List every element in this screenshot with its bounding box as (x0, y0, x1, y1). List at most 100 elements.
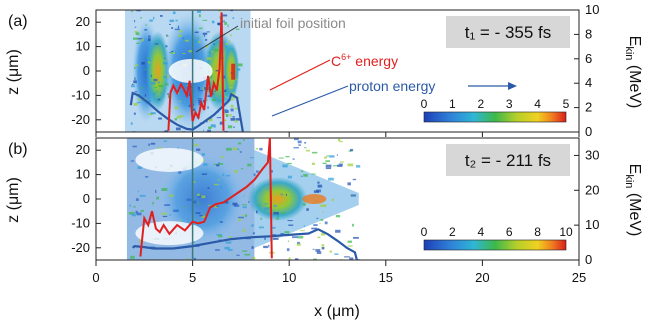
plasma-speck (157, 147, 163, 149)
carbon-annotation-line (269, 59, 331, 91)
plasma-speck (298, 144, 301, 146)
plasma-speck (145, 176, 149, 178)
plasma-speck (225, 88, 228, 91)
plasma-speck (188, 50, 193, 53)
plasma-speck (240, 168, 244, 170)
plasma-speck (176, 115, 181, 119)
plasma-speck (270, 170, 273, 173)
plasma-speck (252, 256, 256, 260)
plasma-speck (186, 198, 192, 201)
plasma-speck (242, 229, 246, 232)
plasma-speck (151, 81, 156, 85)
x-tick-label: 25 (572, 270, 586, 285)
panel-b-proton-energy-curve (131, 228, 358, 260)
plasma-speck (144, 68, 146, 71)
plasma-speck (207, 204, 211, 206)
plasma-speck (253, 173, 256, 177)
plasma-speck (228, 236, 232, 238)
plasma-speck (164, 130, 169, 132)
plasma-speck (140, 87, 144, 89)
z-tick-label: -10 (71, 87, 90, 102)
plasma-speck (203, 34, 206, 37)
plasma-speck (147, 61, 151, 64)
plasma-speck (288, 257, 291, 260)
plasma-speck (234, 107, 239, 110)
panel-b-heatmap (126, 138, 361, 260)
plasma-speck (193, 257, 196, 260)
plasma-speck (264, 237, 266, 241)
panel-a-letter: (a) (8, 13, 28, 30)
plasma-speck (197, 195, 203, 198)
panel-a-colorbar: 0 1 2 3 4 5 (421, 97, 570, 123)
plasma-speck (234, 204, 240, 207)
plasma-speck (179, 220, 182, 222)
plasma-speck (300, 170, 304, 173)
colorbar-tick-label: 2 (477, 97, 484, 111)
plasma-speck (227, 24, 229, 28)
plasma-speck (197, 98, 203, 100)
plasma-speck (182, 53, 186, 55)
plasma-speck (273, 204, 277, 207)
plasma-speck (185, 102, 190, 104)
plasma-speck (273, 237, 279, 240)
plasma-speck (165, 45, 168, 48)
plasma-speck (163, 140, 168, 142)
plasma-speck (186, 258, 190, 260)
plasma-speck (166, 34, 168, 37)
void-center (168, 59, 213, 83)
plasma-speck (162, 215, 168, 218)
plasma-speck (218, 179, 221, 181)
plasma-speck (273, 211, 280, 215)
plasma-speck (284, 231, 290, 234)
plasma-speck (280, 193, 284, 196)
panel-a-time-label: t₁ = - 355 fs (465, 23, 552, 42)
plasma-speck (336, 154, 338, 156)
plasma-speck (211, 93, 214, 95)
plasma-speck (215, 249, 220, 251)
plasma-speck (153, 16, 155, 20)
plasma-speck (184, 39, 189, 42)
plasma-speck (210, 124, 216, 128)
panel-a-time-box (446, 16, 570, 48)
foil-annotation-line (195, 25, 239, 53)
plasma-speck (349, 257, 354, 260)
plasma-speck (230, 108, 234, 112)
plasma-speck (215, 70, 220, 72)
plasma-speck (245, 214, 247, 218)
plasma-speck (150, 74, 152, 78)
plasma-speck (140, 17, 142, 19)
plasma-speck (196, 10, 202, 13)
plasma-speck (293, 138, 299, 141)
plasma-speck (198, 89, 203, 92)
plasma-speck (201, 173, 207, 175)
plasma-speck (325, 164, 332, 168)
plasma-speck (318, 185, 321, 187)
plasma-speck (146, 57, 149, 59)
plasma-speck (312, 151, 318, 154)
plasma-speck (353, 236, 359, 239)
carbon-annotation-label: C6+ energy (331, 52, 398, 69)
plasma-speck (154, 86, 158, 88)
plasma-speck (137, 166, 143, 169)
plasma-speck (227, 125, 233, 129)
plasma-speck (241, 250, 248, 252)
plasma-speck (242, 204, 248, 206)
colorbar-tick-label: 2 (449, 225, 456, 239)
colorbar-tick-label: 10 (559, 225, 573, 239)
plasma-speck (135, 64, 139, 67)
plasma-speck (238, 216, 245, 219)
plasma-speck (225, 174, 231, 177)
plasma-speck (199, 214, 203, 217)
plasma-speck (154, 43, 159, 45)
plasma-speck (237, 148, 240, 150)
plasma-speck (320, 204, 327, 208)
plasma-speck (199, 27, 203, 29)
plasma-speck (144, 93, 147, 97)
plasma-speck (220, 186, 222, 189)
plasma-speck (238, 218, 242, 222)
plasma-speck (311, 227, 318, 230)
plasma-speck (256, 210, 258, 214)
ekin-tick-label: 4 (585, 75, 592, 90)
plasma-speck (297, 236, 304, 239)
